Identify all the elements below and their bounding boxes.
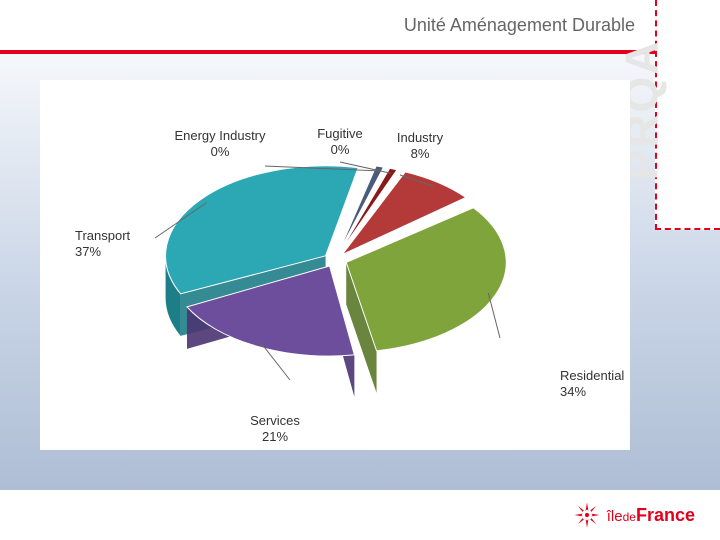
star-icon xyxy=(573,501,601,529)
slice-percent: 0% xyxy=(331,142,350,157)
idf-logo: île de France xyxy=(573,501,695,529)
slice-label: Residential xyxy=(560,368,624,383)
slice-percent: 0% xyxy=(211,144,230,159)
sidebar: PRQA xyxy=(655,0,720,230)
slice-percent: 34% xyxy=(560,384,586,399)
slice-percent: 8% xyxy=(411,146,430,161)
slice-label: Transport xyxy=(75,228,131,243)
logo-text: île de France xyxy=(607,506,695,524)
logo-ile: île xyxy=(607,509,623,524)
slice-percent: 37% xyxy=(75,244,101,259)
header-underline xyxy=(0,50,655,54)
slice-label: Energy Industry xyxy=(174,128,266,143)
pie-chart-panel: Transport37%Energy Industry0%Fugitive0%I… xyxy=(40,80,630,450)
slice-label: Services xyxy=(250,413,300,428)
leader-line xyxy=(488,293,500,338)
slice-label: Fugitive xyxy=(317,126,363,141)
pie-chart: Transport37%Energy Industry0%Fugitive0%I… xyxy=(40,80,630,450)
slice-label: Industry xyxy=(397,130,444,145)
logo-france: France xyxy=(636,506,695,524)
header: Unité Aménagement Durable xyxy=(0,0,655,50)
footer: île de France xyxy=(0,490,720,540)
slice-percent: 21% xyxy=(262,429,288,444)
logo-de: de xyxy=(623,511,636,523)
